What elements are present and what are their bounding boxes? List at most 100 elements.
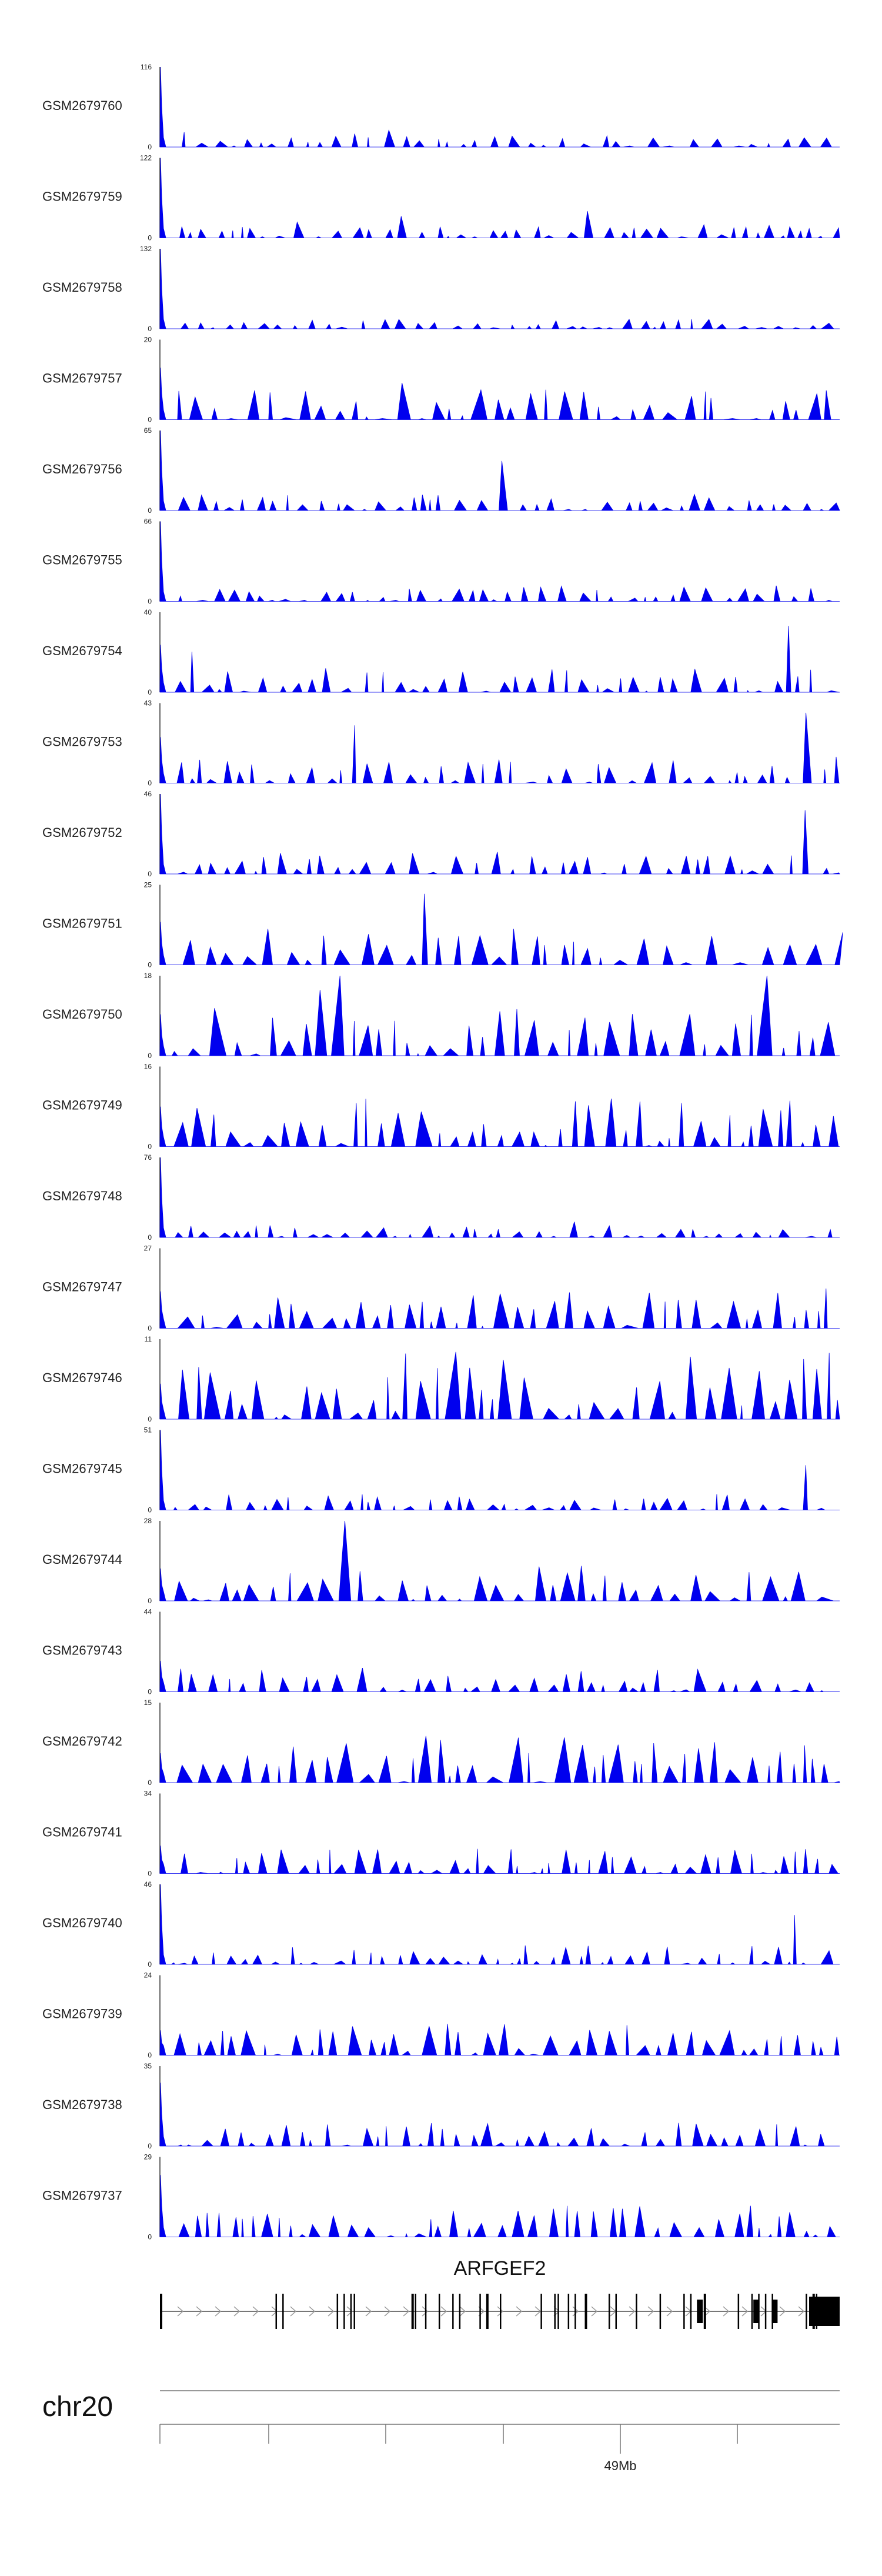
coverage-area-GSM2679738: [159, 2083, 840, 2147]
strand-arrow: [252, 2306, 259, 2317]
exon-mark: [275, 2294, 278, 2329]
exon-mark: [574, 2294, 576, 2329]
exon-mark: [615, 2294, 617, 2329]
y-min-label-GSM2679743: 0: [148, 1688, 152, 1696]
coverage-area-GSM2679743: [159, 1660, 840, 1692]
strand-arrow: [196, 2306, 203, 2317]
exon-mark: [500, 2294, 502, 2329]
coverage-area-GSM2679746: [159, 1352, 840, 1420]
track-label-GSM2679758: GSM2679758: [42, 280, 122, 295]
strand-arrow: [666, 2306, 673, 2317]
coverage-area-GSM2679739: [159, 2024, 840, 2056]
exon-mark: [683, 2294, 685, 2329]
strand-arrow: [497, 2306, 504, 2317]
exon-mark: [737, 2294, 740, 2329]
exon-block: [697, 2300, 703, 2323]
y-min-label-GSM2679737: 0: [148, 2233, 152, 2241]
strand-arrow: [233, 2306, 240, 2317]
exon-mark: [479, 2294, 481, 2329]
y-max-label-GSM2679759: 122: [140, 154, 152, 162]
strand-arrow: [309, 2306, 316, 2317]
exon-mark: [160, 2294, 162, 2329]
coverage-area-GSM2679742: [159, 1736, 840, 1783]
track-label-GSM2679742: GSM2679742: [42, 1734, 122, 1749]
y-max-label-GSM2679740: 46: [144, 1880, 152, 1888]
y-min-label-GSM2679738: 0: [148, 2142, 152, 2150]
coverage-area-GSM2679760: [159, 66, 840, 148]
y-min-label-GSM2679752: 0: [148, 870, 152, 878]
exon-mark: [557, 2294, 559, 2329]
coverage-area-GSM2679748: [159, 1157, 840, 1238]
y-min-label-GSM2679755: 0: [148, 598, 152, 606]
coverage-area-GSM2679741: [159, 1846, 840, 1874]
strand-arrow: [779, 2306, 786, 2317]
y-max-label-GSM2679752: 46: [144, 790, 152, 798]
strand-arrow: [798, 2306, 805, 2317]
track-label-GSM2679743: GSM2679743: [42, 1643, 122, 1658]
track-label-GSM2679757: GSM2679757: [42, 371, 122, 386]
y-max-label-GSM2679741: 34: [144, 1790, 152, 1798]
coverage-area-GSM2679751: [159, 893, 843, 965]
exon-mark: [486, 2294, 489, 2329]
coverage-area-GSM2679756: [159, 430, 840, 511]
coverage-area-GSM2679737: [159, 2175, 840, 2237]
exon-mark: [806, 2294, 807, 2329]
y-min-label-GSM2679750: 0: [148, 1052, 152, 1060]
y-min-label-GSM2679751: 0: [148, 961, 152, 969]
strand-arrow: [534, 2306, 542, 2317]
exon-mark: [659, 2294, 662, 2329]
exon-mark: [411, 2294, 414, 2329]
track-label-GSM2679749: GSM2679749: [42, 1098, 122, 1113]
strand-arrow: [459, 2306, 466, 2317]
exon-mark: [636, 2294, 637, 2329]
track-label-GSM2679759: GSM2679759: [42, 189, 122, 204]
y-max-label-GSM2679739: 24: [144, 1971, 152, 1980]
strand-arrow: [572, 2306, 579, 2317]
track-label-GSM2679738: GSM2679738: [42, 2097, 122, 2112]
strand-arrow: [591, 2306, 598, 2317]
y-min-label-GSM2679740: 0: [148, 1960, 152, 1968]
track-label-GSM2679745: GSM2679745: [42, 1461, 122, 1476]
exon-mark: [567, 2294, 570, 2329]
coverage-area-GSM2679750: [159, 975, 840, 1056]
exon-mark: [336, 2294, 339, 2329]
y-max-label-GSM2679758: 132: [140, 245, 152, 253]
track-label-GSM2679741: GSM2679741: [42, 1825, 122, 1840]
track-label-GSM2679754: GSM2679754: [42, 643, 122, 658]
exon-mark: [343, 2294, 345, 2329]
exon-mark: [353, 2294, 355, 2329]
y-min-label-GSM2679742: 0: [148, 1778, 152, 1787]
exon-block: [753, 2300, 760, 2323]
track-label-GSM2679750: GSM2679750: [42, 1007, 122, 1022]
coverage-area-GSM2679755: [159, 521, 840, 602]
track-label-GSM2679756: GSM2679756: [42, 462, 122, 476]
y-max-label-GSM2679737: 29: [144, 2153, 152, 2161]
exon-mark: [459, 2294, 461, 2329]
track-label-GSM2679760: GSM2679760: [42, 98, 122, 113]
strand-arrow: [290, 2306, 297, 2317]
y-min-label-GSM2679741: 0: [148, 1870, 152, 1878]
track-label-GSM2679748: GSM2679748: [42, 1189, 122, 1203]
strand-arrow: [384, 2306, 391, 2317]
strand-arrow: [328, 2306, 335, 2317]
strand-arrow: [365, 2306, 372, 2317]
gene-label: ARFGEF2: [454, 2257, 546, 2280]
y-max-label-GSM2679753: 43: [144, 699, 152, 708]
exon-mark: [452, 2294, 454, 2329]
strand-arrow: [516, 2306, 523, 2317]
strand-arrow: [704, 2306, 711, 2317]
coverage-area-GSM2679747: [159, 1288, 840, 1329]
strand-arrow: [741, 2306, 749, 2317]
y-min-label-GSM2679747: 0: [148, 1324, 152, 1333]
y-max-label-GSM2679743: 44: [144, 1608, 152, 1616]
chromosome-label: chr20: [42, 2391, 113, 2422]
y-max-label-GSM2679748: 76: [144, 1153, 152, 1162]
y-min-label-GSM2679749: 0: [148, 1143, 152, 1151]
y-min-label-GSM2679748: 0: [148, 1233, 152, 1242]
track-label-GSM2679744: GSM2679744: [42, 1552, 122, 1567]
strand-arrow: [177, 2306, 184, 2317]
strand-arrow: [215, 2306, 222, 2317]
y-max-label-GSM2679760: 116: [141, 63, 152, 71]
y-min-label-GSM2679760: 0: [148, 143, 152, 151]
